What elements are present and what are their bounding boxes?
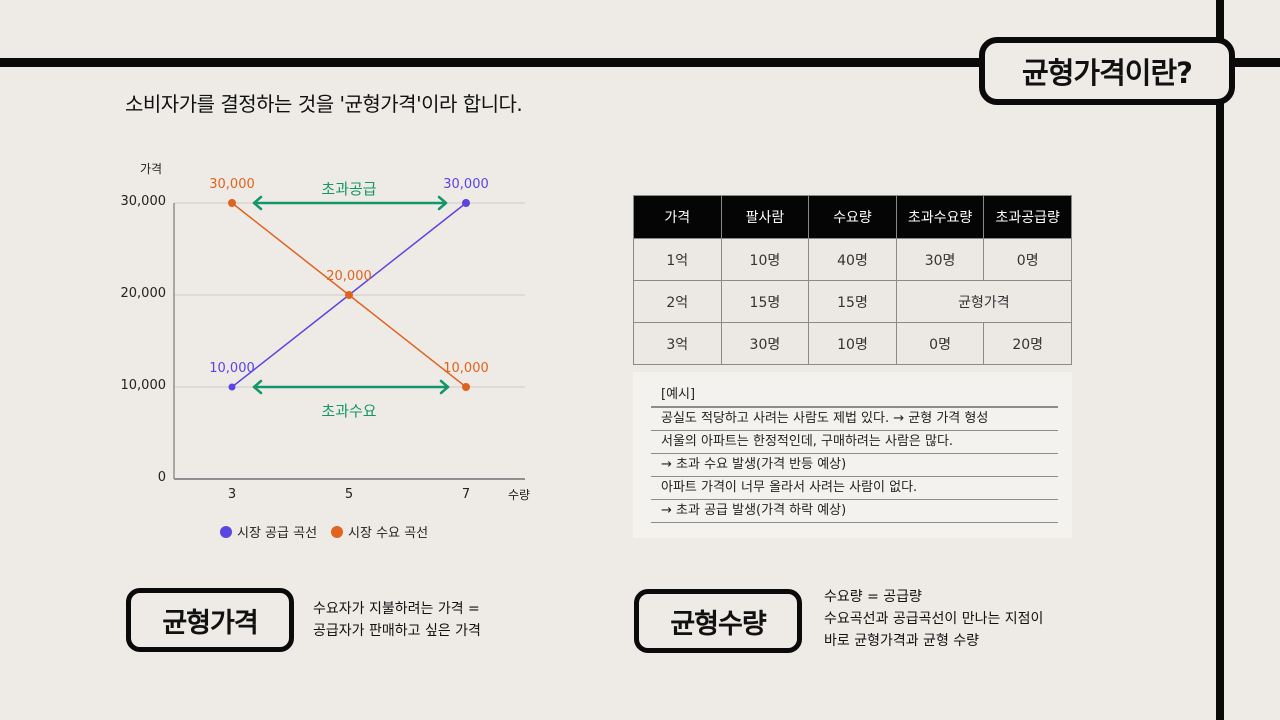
- desc-line: 수요자가 지불하려는 가격 =: [313, 601, 480, 617]
- table-header: 가격: [633, 195, 722, 239]
- excess-supply-annotation: 초과공급: [321, 180, 377, 198]
- legend-label: 시장 공급 곡선: [237, 526, 318, 541]
- demand-point-label: 10,000: [443, 361, 489, 376]
- table-cell: 15명: [720, 280, 810, 323]
- top-divider-line: [0, 58, 1280, 67]
- table-cell: 0명: [895, 322, 985, 365]
- table-cell: 15명: [808, 280, 897, 323]
- x-tick: 5: [344, 487, 354, 502]
- table-cell: 20명: [983, 322, 1072, 365]
- example-line: → 초과 공급 발생(가격 하락 예상): [651, 500, 1058, 523]
- term-equilibrium-quantity-desc: 수요량 = 공급량 수요곡선과 공급곡선이 만나는 지점이 바로 균형가격과 균…: [824, 586, 1043, 652]
- example-line: → 초과 수요 발생(가격 반등 예상): [651, 454, 1058, 477]
- table-row: 3억 30명 10명 0명 20명: [633, 322, 1072, 365]
- term-equilibrium-price: 균형가격: [126, 588, 294, 652]
- supply-dot-icon: [220, 525, 232, 538]
- desc-line: 수요량 = 공급량: [824, 589, 922, 605]
- desc-line: 수요곡선과 공급곡선이 만나는 지점이: [824, 611, 1044, 627]
- table-row: 2억 15명 15명 균형가격: [633, 280, 1073, 323]
- term-equilibrium-price-desc: 수요자가 지불하려는 가격 = 공급자가 판매하고 싶은 가격: [313, 598, 481, 642]
- chart-plot: [173, 195, 525, 480]
- table-cell: 30명: [720, 322, 810, 365]
- demand-point-label: 20,000: [326, 269, 372, 284]
- y-tick: 10,000: [120, 378, 167, 393]
- example-line: 아파트 가격이 너무 올라서 사려는 사람이 없다.: [651, 477, 1058, 500]
- legend-label: 시장 수요 곡선: [348, 526, 429, 541]
- table-header: 초과공급량: [983, 195, 1072, 239]
- desc-line: 공급자가 판매하고 싶은 가격: [313, 623, 481, 639]
- chart-legend: 시장 공급 곡선 시장 수요 곡선: [220, 522, 428, 541]
- table-cell: 40명: [808, 238, 897, 281]
- table-cell: 10명: [720, 238, 810, 281]
- supply-point-label: 30,000: [443, 177, 489, 192]
- x-tick: 3: [227, 487, 237, 502]
- table-header-row: 가격 팔사람 수요량 초과수요량 초과공급량: [633, 195, 1072, 239]
- x-tick: 7: [461, 487, 471, 502]
- x-axis-label: 수량: [508, 488, 531, 502]
- table-cell-merged: 균형가격: [895, 280, 1073, 323]
- excess-demand-annotation: 초과수요: [321, 402, 377, 420]
- legend-item-supply: 시장 공급 곡선: [220, 522, 317, 541]
- table-cell: 2억: [633, 280, 722, 323]
- table-header: 팔사람: [720, 195, 810, 239]
- table-row: 1억 10명 40명 30명 0명: [633, 238, 1072, 281]
- supply-point-label: 10,000: [209, 361, 255, 376]
- legend-item-demand: 시장 수요 곡선: [331, 522, 428, 541]
- term-equilibrium-quantity: 균형수량: [634, 589, 802, 653]
- page-subtitle: 소비자가를 결정하는 것을 '균형가격'이라 합니다.: [125, 92, 523, 116]
- y-axis-label: 가격: [140, 162, 163, 176]
- table-cell: 0명: [983, 238, 1072, 281]
- table-cell: 30명: [895, 238, 985, 281]
- desc-line: 바로 균형가격과 균형 수량: [824, 633, 980, 649]
- price-quantity-table: 가격 팔사람 수요량 초과수요량 초과공급량 1억 10명 40명 30명 0명…: [633, 195, 1073, 365]
- table-cell: 1억: [633, 238, 722, 281]
- y-tick: 0: [157, 470, 166, 485]
- y-tick: 30,000: [120, 194, 167, 209]
- table-cell: 10명: [808, 322, 897, 365]
- page-title: 균형가격이란?: [979, 37, 1235, 105]
- example-box: [예시] 공실도 적당하고 사려는 사람도 제법 있다. → 균형 가격 형성 …: [633, 372, 1072, 538]
- table-header: 수요량: [808, 195, 897, 239]
- demand-dot-icon: [331, 525, 344, 538]
- table-header: 초과수요량: [895, 195, 985, 239]
- example-line: 공실도 적당하고 사려는 사람도 제법 있다. → 균형 가격 형성: [651, 408, 1058, 431]
- equilibrium-chart: 가격 수량 30,000 20,000 10,000 0 3 5 7 30,00…: [0, 0, 600, 560]
- table-cell: 3억: [633, 322, 722, 365]
- example-line: 서울의 아파트는 한정적인데, 구매하려는 사람은 많다.: [651, 431, 1058, 454]
- example-heading: [예시]: [651, 384, 1058, 408]
- demand-point-label: 30,000: [209, 177, 255, 192]
- right-divider-line: [1216, 0, 1224, 720]
- y-tick: 20,000: [120, 286, 167, 301]
